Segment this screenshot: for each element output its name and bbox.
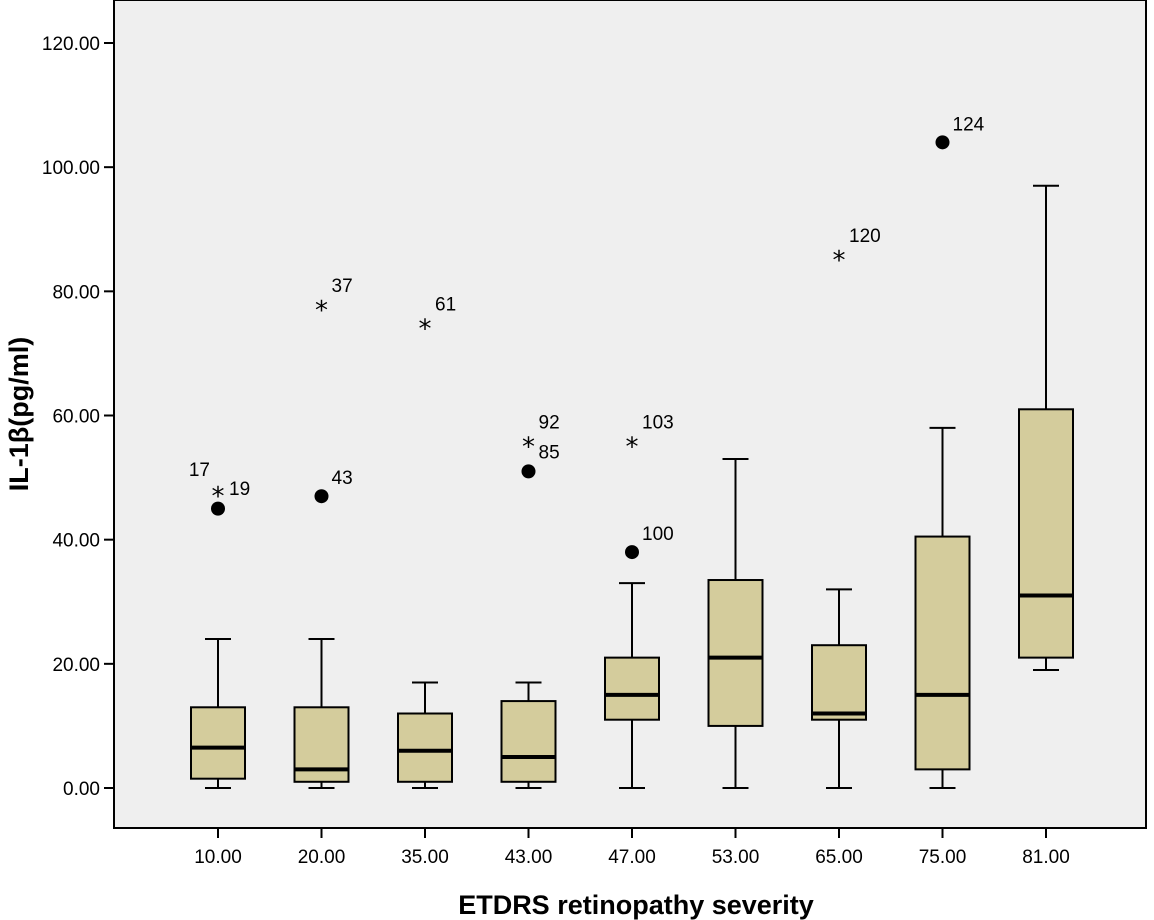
- iqr-box: [397, 712, 453, 783]
- iqr-box: [914, 535, 971, 771]
- x-tick-label: 65.00: [815, 847, 863, 868]
- outlier-circle: [314, 489, 329, 504]
- iqr-box: [500, 700, 557, 783]
- boxes: [190, 184, 1074, 789]
- box-53.00: [707, 457, 764, 789]
- x-tick-label: 47.00: [608, 847, 656, 868]
- iqr-box: [190, 706, 246, 780]
- box-81.00: [1018, 184, 1074, 672]
- x-axis: 10.00 20.00 35.00 43.00 47.00 53.00 65.00 75.00…: [194, 828, 1070, 868]
- outlier-label: 100: [642, 524, 674, 545]
- y-tick-label: 120.00: [42, 34, 100, 55]
- extreme-star: *: [315, 296, 328, 326]
- outlier-label: 19: [229, 479, 250, 500]
- outlier-label: 92: [539, 412, 560, 433]
- x-tick-label: 53.00: [712, 847, 760, 868]
- extreme-star: *: [522, 432, 535, 462]
- outlier-circle: [521, 464, 536, 479]
- extreme-star: *: [419, 314, 432, 344]
- box-65.00: [811, 588, 867, 789]
- x-tick-label: 75.00: [919, 847, 967, 868]
- box-35.00: [397, 681, 453, 789]
- y-axis-title: IL-1β(pg/ml): [4, 337, 34, 491]
- iqr-box: [1018, 408, 1074, 659]
- iqr-box: [707, 579, 764, 727]
- outlier-label: 37: [332, 276, 353, 297]
- x-axis-title: ETDRS retinopathy severity: [458, 890, 814, 920]
- iqr-box: [604, 656, 660, 721]
- y-tick-label: 40.00: [52, 531, 100, 552]
- y-tick-label: 60.00: [52, 407, 100, 428]
- extreme-star: *: [833, 246, 846, 276]
- y-tick-label: 80.00: [52, 282, 100, 303]
- outlier-label: 124: [953, 114, 985, 135]
- box-20.00: [293, 638, 350, 789]
- extreme-star: *: [212, 482, 225, 512]
- x-tick-label: 35.00: [401, 847, 449, 868]
- outlier-label: 103: [642, 412, 674, 433]
- box-10.00: [190, 638, 246, 789]
- outlier-label: 85: [539, 442, 560, 463]
- outlier-circle: [211, 501, 225, 516]
- y-tick-label: 0.00: [63, 779, 100, 800]
- x-tick-label: 10.00: [194, 847, 242, 868]
- outlier-label: 17: [189, 460, 210, 481]
- y-tick-label: 20.00: [52, 655, 100, 676]
- y-tick-label: 100.00: [42, 158, 100, 179]
- box-43.00: [500, 681, 557, 789]
- y-axis: 0.00 20.00 40.00 60.00 80.00 100.00 120.00: [42, 34, 114, 800]
- box-47.00: [604, 582, 660, 789]
- outlier-label: 120: [849, 226, 881, 247]
- box-75.00: [914, 426, 971, 789]
- outlier-label: 43: [332, 468, 353, 489]
- x-tick-label: 81.00: [1022, 847, 1070, 868]
- x-tick-label: 43.00: [505, 847, 553, 868]
- outlier-circle: [625, 545, 639, 560]
- outlier-circle: [935, 135, 950, 150]
- extreme-star: *: [626, 432, 639, 462]
- x-tick-label: 20.00: [298, 847, 346, 868]
- outlier-label: 61: [435, 294, 456, 315]
- iqr-box: [811, 644, 867, 721]
